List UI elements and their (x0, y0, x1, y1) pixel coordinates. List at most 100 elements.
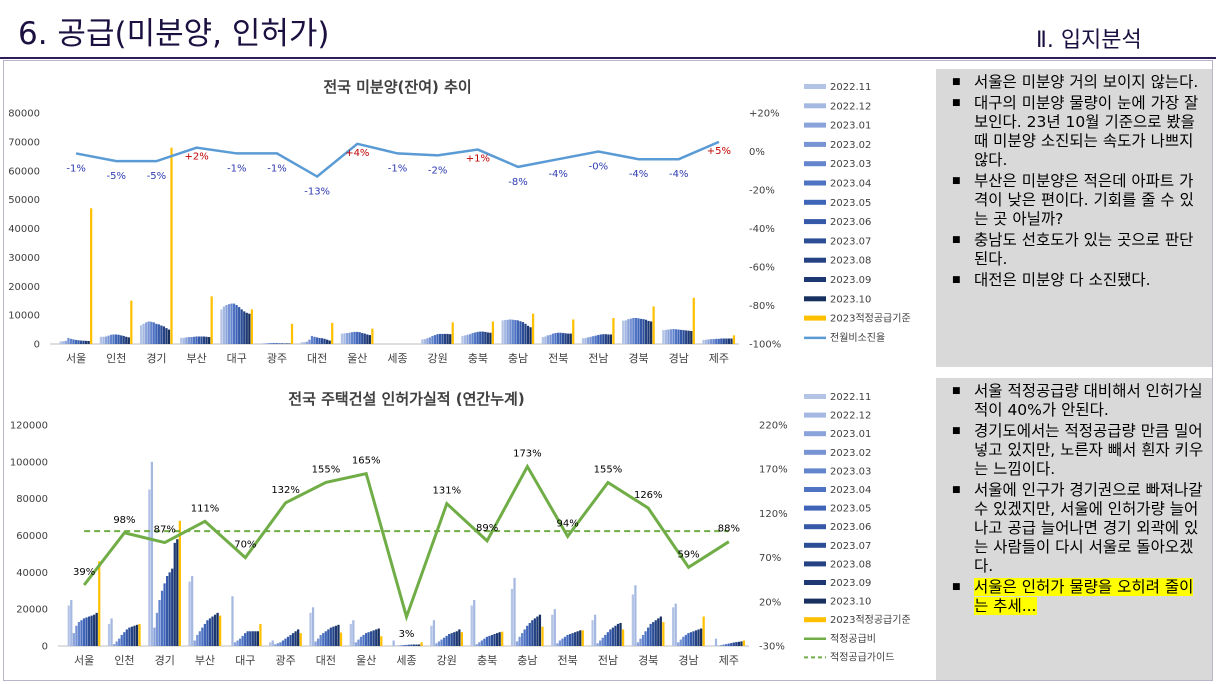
bar (187, 337, 190, 344)
legend-label: 2023.07 (830, 541, 871, 552)
x-tick-label: 대전 (307, 352, 327, 365)
bar (511, 319, 514, 344)
bar (604, 334, 607, 344)
bar (438, 333, 442, 344)
bar (458, 629, 461, 646)
legend-label: 2023.05 (830, 504, 871, 515)
bar (167, 329, 171, 344)
bar (567, 333, 570, 344)
x-tick-label: 강원 (437, 654, 457, 667)
legend-swatch (804, 412, 826, 418)
legend-swatch (804, 505, 826, 511)
bar (490, 634, 494, 646)
bar (320, 338, 324, 344)
bar (245, 312, 248, 344)
bar (104, 336, 108, 344)
legend-label: 2023.09 (830, 578, 871, 589)
bar (112, 334, 115, 344)
bar (77, 340, 80, 344)
bar (372, 630, 375, 646)
bar (178, 520, 181, 646)
bar (672, 328, 675, 344)
bar (392, 640, 395, 646)
legend-label: 2023.03 (830, 159, 871, 170)
x-tick-label: 세종 (396, 654, 416, 667)
notes_top-text: 서울은 미분양 거의 보이지 않는다. (974, 73, 1199, 91)
bar (138, 623, 141, 646)
bar (538, 614, 542, 646)
bar (139, 325, 143, 344)
legend-swatch (804, 122, 826, 128)
x-tick-label: 전북 (548, 352, 568, 365)
x-tick-label: 경북 (638, 654, 658, 667)
bar (208, 337, 211, 344)
legend-label: 2022.11 (830, 392, 871, 403)
bar (621, 629, 625, 646)
bar (611, 627, 615, 646)
bar (75, 625, 78, 646)
bar (244, 633, 247, 646)
bar (210, 296, 213, 344)
bar (285, 343, 289, 344)
bar (113, 644, 116, 646)
bar (345, 333, 349, 344)
bar (87, 616, 91, 646)
bar (461, 335, 464, 344)
bar (166, 576, 169, 646)
bar (354, 642, 358, 646)
bar (332, 626, 335, 646)
x-tick-label: 경기 (155, 654, 175, 667)
y-tick-label: 60000 (16, 531, 48, 542)
notes_bottom-item: 서울에 인구가 경기권으로 빠져나갈 수 있겠지만, 서울에 인허가량 늘어나고… (942, 481, 1204, 576)
bar (308, 339, 311, 344)
bar (602, 334, 605, 344)
y-tick-label: 30000 (8, 253, 40, 264)
bar (636, 642, 640, 646)
y-tick-label: 80000 (16, 494, 48, 505)
bar (449, 334, 452, 344)
bar (710, 339, 713, 344)
bar (549, 334, 552, 344)
bar (717, 338, 720, 344)
bar (677, 642, 680, 646)
bar (328, 340, 331, 344)
bar (715, 338, 718, 344)
bar (130, 300, 133, 344)
bar (191, 576, 194, 646)
bar (484, 331, 487, 344)
notes_bottom-text: 서울은 인허가 물량을 오히려 줄이는 추세... (974, 578, 1194, 615)
ratio-line (75, 140, 720, 179)
bar (273, 342, 276, 344)
notes-top: 서울은 미분양 거의 보이지 않는다. 대구의 미분양 물량이 눈에 가장 잘 보… (936, 69, 1212, 367)
bar (79, 340, 83, 344)
bar (596, 643, 599, 646)
bar (468, 334, 472, 344)
bar (516, 320, 519, 344)
bar (361, 333, 364, 344)
x-tick-label: 부산 (186, 352, 206, 365)
bar (649, 321, 653, 344)
bar (193, 640, 196, 646)
bar (196, 634, 199, 646)
bar (654, 620, 657, 646)
bar (405, 644, 408, 646)
bar (87, 340, 90, 344)
bar (180, 337, 183, 344)
bar (682, 330, 685, 344)
bar (592, 336, 595, 344)
legend-swatch (804, 524, 826, 530)
bar (712, 339, 715, 344)
bar (541, 626, 544, 646)
bar (238, 307, 241, 344)
ratio-data-label: 94% (557, 518, 579, 529)
bar (430, 625, 433, 646)
legend-swatch (804, 468, 826, 474)
bar (201, 627, 204, 646)
bar (634, 585, 637, 646)
bar (624, 320, 627, 344)
legend-label: 2023.01 (830, 121, 871, 132)
bar (173, 542, 176, 646)
bar (375, 629, 378, 646)
bar (727, 338, 731, 344)
bar (722, 338, 725, 344)
